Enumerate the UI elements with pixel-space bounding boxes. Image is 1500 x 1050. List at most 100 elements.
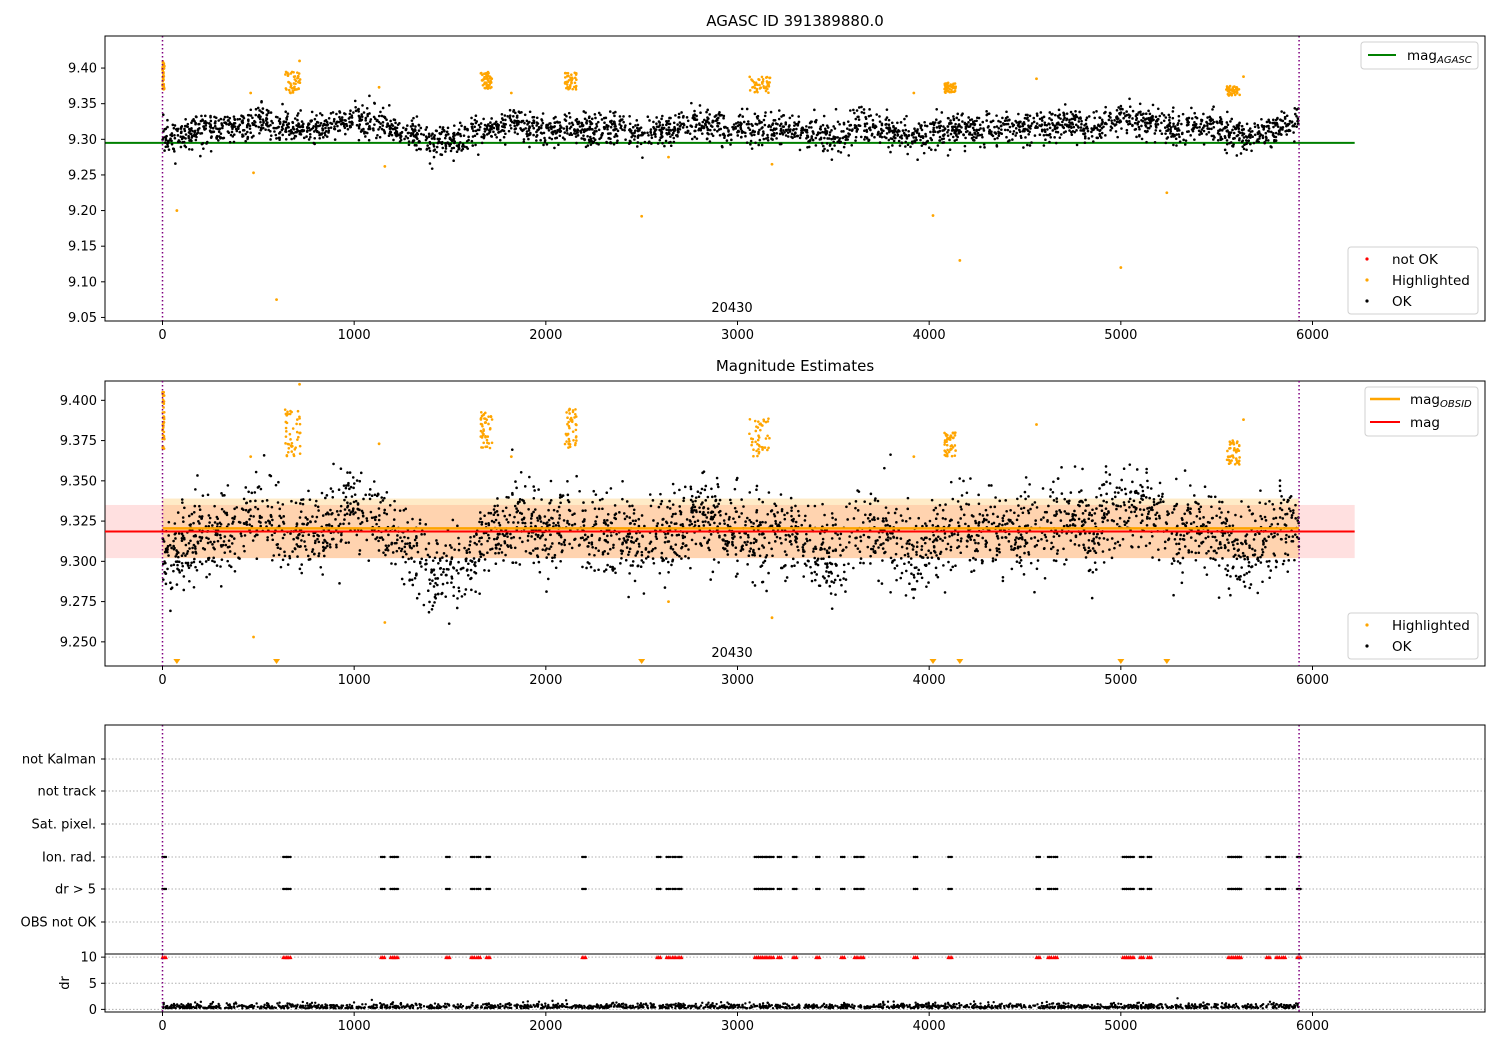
ok-point: [706, 511, 710, 514]
ok-point: [340, 116, 344, 119]
ok-point: [325, 124, 329, 127]
ok-point: [1167, 113, 1171, 117]
ok-point: [1202, 143, 1206, 146]
ok-point: [245, 523, 249, 526]
ok-point: [742, 120, 746, 124]
ok-point: [1261, 550, 1265, 554]
ok-point: [714, 114, 718, 117]
ok-point: [855, 109, 859, 112]
ok-point: [487, 533, 490, 537]
ok-point: [364, 493, 367, 497]
ok-point: [724, 542, 727, 546]
ok-point: [833, 144, 836, 147]
ok-point: [331, 490, 335, 493]
ok-point: [979, 127, 982, 130]
ok-point: [256, 507, 260, 511]
ok-point: [900, 136, 904, 140]
ok-point: [978, 133, 982, 137]
ok-point: [1287, 507, 1291, 511]
ok-point: [801, 131, 805, 134]
ok-point: [806, 145, 809, 149]
ok-point: [487, 569, 491, 572]
ok-point: [1024, 476, 1028, 479]
ok-point: [385, 512, 389, 516]
ok-point: [1000, 536, 1004, 539]
ok-point: [1084, 122, 1088, 126]
ok-point: [965, 123, 969, 126]
ok-point: [729, 143, 732, 146]
ok-point: [836, 120, 840, 124]
ok-point: [259, 487, 263, 491]
ok-point: [1177, 127, 1180, 130]
ok-point: [887, 145, 890, 149]
ok-point: [1263, 140, 1266, 144]
ok-point: [533, 489, 536, 492]
ok-point: [500, 125, 504, 128]
ok-point: [254, 124, 258, 128]
ok-point: [667, 122, 671, 126]
ok-point: [915, 545, 919, 548]
ok-point: [189, 539, 192, 543]
ok-point: [1073, 130, 1077, 134]
ok-point: [600, 133, 603, 137]
ok-point: [420, 565, 423, 568]
highlighted-point: [748, 75, 751, 79]
ok-point: [249, 131, 252, 135]
ok-point: [466, 147, 470, 150]
ok-point: [1093, 522, 1097, 525]
ok-point: [1284, 552, 1287, 555]
ok-point: [485, 128, 488, 131]
ok-point: [899, 121, 903, 124]
ok-point: [423, 532, 426, 536]
ok-point: [938, 135, 942, 139]
highlighted-point: [574, 73, 578, 76]
ok-point: [1246, 557, 1250, 561]
x-tick-label: 1000: [338, 328, 371, 343]
ok-point: [316, 121, 320, 124]
ok-point: [1176, 560, 1180, 563]
ok-point: [1223, 148, 1227, 152]
legend-label-ok: OK: [1392, 294, 1413, 310]
highlighted-point: [488, 83, 491, 86]
ok-point: [1087, 137, 1091, 140]
ok-point: [1098, 536, 1101, 540]
ok-point: [507, 129, 511, 133]
ok-point: [448, 136, 452, 140]
ok-point: [942, 125, 945, 128]
highlighted-point: [761, 82, 764, 85]
ok-point: [718, 110, 721, 114]
ok-point: [281, 558, 285, 562]
ok-point: [749, 143, 752, 146]
ok-point: [1225, 151, 1229, 155]
ok-point: [1278, 516, 1282, 519]
ok-point: [1279, 118, 1282, 122]
ok-point: [399, 133, 402, 137]
ok-point: [269, 111, 273, 114]
ok-point: [328, 543, 332, 546]
ok-point: [232, 140, 236, 144]
ok-point: [702, 524, 706, 527]
ok-point: [628, 122, 632, 126]
ok-point: [163, 560, 166, 563]
ok-point: [219, 136, 222, 140]
ok-point: [501, 532, 505, 536]
ok-point: [703, 488, 707, 492]
ok-point: [409, 134, 413, 138]
ok-point: [957, 130, 961, 134]
ok-point: [428, 149, 432, 153]
ok-point: [919, 124, 922, 127]
ok-point: [621, 118, 624, 121]
ok-point: [509, 532, 512, 536]
ok-point: [548, 547, 551, 551]
ok-point: [313, 117, 317, 121]
ok-point: [803, 562, 807, 566]
ok-point: [1167, 118, 1171, 122]
ok-point: [1239, 515, 1243, 518]
ok-point: [500, 112, 504, 116]
ok-point: [880, 582, 884, 585]
ok-point: [1259, 561, 1263, 564]
ok-point: [1008, 130, 1012, 133]
ok-point: [1118, 121, 1121, 124]
ok-point: [1274, 131, 1278, 135]
highlighted-point: [288, 91, 292, 94]
